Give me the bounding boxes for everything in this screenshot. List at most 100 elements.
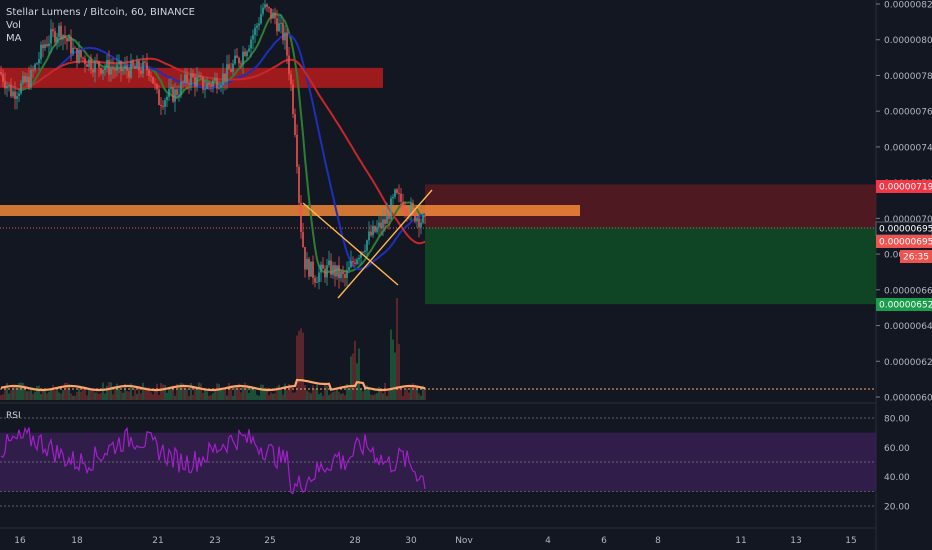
volume-bar — [4, 387, 6, 400]
volume-bar — [152, 394, 154, 400]
volume-bar — [384, 382, 386, 400]
candle-body — [82, 57, 84, 59]
trendline-down — [302, 202, 399, 286]
candle-body — [398, 192, 400, 194]
volume-bar — [254, 389, 256, 400]
volume-bar — [418, 393, 420, 400]
volume-bar — [172, 385, 174, 400]
candle-body — [172, 87, 174, 102]
candle-body — [24, 75, 26, 83]
time-tick-label: 4 — [545, 536, 551, 546]
volume-bar — [270, 392, 272, 400]
volume-bar — [370, 394, 372, 400]
volume-bar — [402, 395, 404, 400]
volume-bar — [180, 382, 182, 400]
trendline-up — [337, 189, 433, 299]
volume-bar — [318, 394, 320, 400]
target-zone — [425, 227, 876, 305]
candle-body — [418, 218, 420, 228]
candle-body — [194, 77, 196, 87]
candle-body — [90, 59, 92, 70]
candle-body — [30, 69, 32, 88]
volume-bar — [232, 395, 234, 400]
volume-bar — [58, 392, 60, 400]
volume-bar — [114, 386, 116, 400]
volume-bar — [204, 388, 206, 400]
candle-body — [110, 68, 112, 75]
time-tick-label: 30 — [405, 536, 417, 546]
candle-body — [306, 258, 308, 270]
candle-body — [328, 260, 330, 266]
candle-body — [384, 219, 386, 224]
volume-bar — [104, 393, 106, 400]
candle-body — [286, 32, 288, 56]
time-tick-label: 25 — [264, 536, 275, 546]
candle-body — [266, 4, 268, 8]
volume-bar — [142, 382, 144, 400]
volume-bar — [294, 392, 296, 400]
volume-bar — [266, 387, 268, 400]
volume-bar — [68, 384, 70, 400]
candle-body — [184, 74, 186, 84]
volume-bar — [248, 392, 250, 400]
volume-bar — [76, 391, 78, 400]
price-tag-countdown — [900, 250, 932, 263]
candle-body — [394, 189, 396, 197]
candle-body — [390, 198, 392, 220]
candle-body — [98, 61, 100, 69]
candle-body — [320, 264, 322, 273]
volume-bar — [350, 356, 352, 400]
volume-bar — [20, 382, 22, 400]
candle-body — [4, 81, 6, 89]
volume-bar — [308, 392, 310, 400]
candle-body — [202, 76, 204, 90]
price-tag-label-target: 0.00000652 — [879, 301, 932, 311]
volume-bar — [150, 392, 152, 400]
volume-bar — [312, 385, 314, 400]
volume-bar — [364, 388, 366, 400]
volume-bar — [338, 392, 340, 400]
candle-body — [188, 83, 190, 86]
price-tag-stop — [876, 180, 932, 193]
volume-bar — [92, 388, 94, 400]
volume-bar — [74, 395, 76, 400]
candle-body — [204, 88, 206, 90]
volume-bar — [344, 395, 346, 400]
volume-bar — [128, 391, 130, 400]
candle-body — [292, 84, 294, 115]
volume-bar — [278, 384, 280, 400]
candle-body — [198, 76, 200, 78]
candle-body — [340, 271, 342, 279]
volume-bar — [390, 329, 392, 400]
price-tag-label-entry: 0.00000695 — [879, 225, 932, 235]
volume-bar — [424, 387, 426, 400]
time-tick-label: 11 — [735, 536, 746, 546]
volume-bar — [216, 383, 218, 400]
candle-body — [222, 73, 224, 85]
volume-bar — [16, 385, 18, 400]
candle-body — [62, 35, 64, 40]
candle-body — [272, 12, 274, 19]
volume-bar — [360, 389, 362, 400]
candle-body — [248, 48, 250, 52]
rsi-pane — [0, 417, 876, 507]
volume-bar — [374, 394, 376, 400]
volume-bar — [182, 383, 184, 400]
volume-bar — [34, 391, 36, 400]
volume-bar — [116, 383, 118, 400]
candle-body — [56, 36, 58, 43]
volume-bar — [252, 388, 254, 400]
volume-bar — [276, 386, 278, 400]
candle-body — [308, 258, 310, 277]
volume-bar — [100, 393, 102, 400]
volume-bar — [106, 385, 108, 400]
candle-body — [68, 36, 70, 42]
volume-bar — [380, 388, 382, 400]
candle-body — [168, 88, 170, 97]
candle-body — [146, 62, 148, 70]
